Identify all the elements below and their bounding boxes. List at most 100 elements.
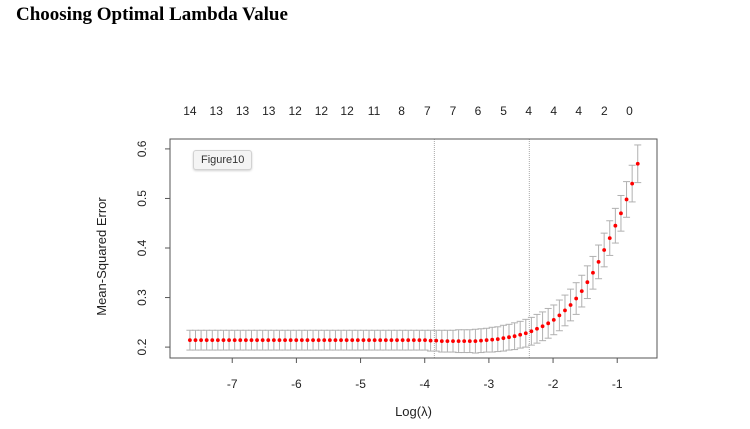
mse-point: [243, 338, 248, 343]
mse-point: [607, 236, 612, 240]
mse-point: [411, 338, 416, 343]
top-axis-label: 8: [398, 104, 405, 118]
mse-point: [613, 223, 618, 228]
mse-point: [630, 181, 635, 186]
top-axis-label: 13: [210, 104, 224, 118]
mse-point: [546, 321, 551, 326]
mse-point: [619, 211, 623, 216]
top-axis-label: 13: [236, 104, 250, 118]
top-axis-label: 7: [424, 104, 431, 118]
top-axis-label: 12: [315, 104, 329, 118]
mse-point: [305, 338, 310, 343]
mse-point: [501, 336, 506, 341]
optimal-lambda-lines: [433, 139, 530, 358]
mse-point: [232, 338, 237, 343]
x-tick-label: -5: [355, 377, 366, 391]
mse-point: [316, 338, 321, 343]
x-tick-label: -7: [227, 377, 238, 391]
top-axis-label: 4: [550, 104, 557, 118]
mse-point: [227, 338, 231, 343]
mse-point: [456, 339, 461, 344]
mse-point: [266, 338, 271, 343]
mse-point: [479, 338, 483, 343]
top-axis-label: 2: [601, 104, 608, 118]
mse-point: [585, 280, 590, 285]
plot-frame: [169, 138, 658, 359]
mse-point: [255, 338, 259, 343]
mse-point: [204, 338, 209, 343]
mse-point: [467, 339, 472, 344]
mse-point: [215, 338, 220, 343]
x-tick-label: -6: [291, 377, 302, 391]
mse-point: [451, 339, 455, 344]
mse-point: [417, 338, 422, 343]
figure-tag: Figure10: [193, 150, 253, 170]
mse-point: [283, 338, 287, 343]
x-axis: -7 -6 -5 -4 -3 -2 -1: [227, 358, 623, 391]
mse-point: [439, 339, 444, 344]
mse-point: [277, 338, 282, 343]
mse-point: [288, 338, 293, 343]
mse-point: [423, 338, 427, 343]
mse-point: [210, 338, 215, 343]
mse-point: [635, 161, 640, 166]
mse-point: [540, 324, 545, 329]
mse-point: [512, 334, 517, 339]
mse-point: [383, 338, 388, 343]
mse-point: [523, 331, 528, 336]
mse-point: [221, 338, 226, 343]
mse-point: [378, 338, 383, 343]
mse-point: [529, 329, 534, 334]
top-axis-label: 6: [475, 104, 482, 118]
top-axis: 14 13 13 13 12 12 12 11 8 7 7 6 5 4 4 4 2 0: [183, 104, 633, 118]
top-axis-label: 0: [626, 104, 633, 118]
top-axis-label: 7: [450, 104, 457, 118]
mse-point: [327, 338, 332, 343]
mse-point: [339, 338, 343, 343]
mse-point: [355, 338, 360, 343]
y-tick-label: 0.3: [135, 289, 149, 306]
mse-point: [473, 339, 478, 344]
mse-point: [551, 317, 556, 322]
y-tick-label: 0.5: [135, 190, 149, 207]
mse-point: [372, 338, 377, 343]
mse-point: [367, 338, 371, 343]
top-axis-label: 4: [525, 104, 532, 118]
mse-point: [238, 338, 243, 343]
top-axis-label: 5: [500, 104, 507, 118]
mse-point: [535, 326, 539, 331]
x-tick-label: -2: [548, 377, 559, 391]
mse-point: [563, 308, 567, 313]
y-axis: 0.2 0.3 0.4 0.5 0.6: [135, 140, 170, 355]
mse-point: [400, 338, 405, 343]
mse-point: [507, 335, 511, 340]
mse-point: [187, 338, 192, 343]
mse-point: [406, 338, 411, 343]
x-tick-label: -1: [612, 377, 623, 391]
mse-point: [518, 332, 523, 337]
mse-point: [193, 338, 198, 343]
top-axis-label: 11: [368, 104, 381, 118]
mse-point: [434, 338, 439, 343]
mse-point: [361, 338, 366, 343]
y-tick-label: 0.6: [135, 140, 149, 157]
mse-point: [574, 296, 579, 301]
y-axis-label: Mean-Squared Error: [94, 197, 109, 316]
mse-point: [579, 289, 584, 294]
mse-point: [389, 338, 394, 343]
top-axis-label: 13: [262, 104, 276, 118]
mse-point: [596, 259, 601, 264]
mse-point: [568, 303, 573, 307]
mse-point: [495, 337, 500, 342]
top-axis-label: 12: [340, 104, 354, 118]
mse-point: [260, 338, 265, 343]
mse-point: [602, 248, 607, 252]
mse-point: [490, 337, 495, 342]
mse-point: [484, 338, 489, 343]
mse-point: [428, 338, 433, 343]
top-axis-label: 12: [288, 104, 302, 118]
mse-point: [299, 338, 304, 343]
top-axis-label: 4: [575, 104, 582, 118]
mse-point: [199, 338, 203, 343]
